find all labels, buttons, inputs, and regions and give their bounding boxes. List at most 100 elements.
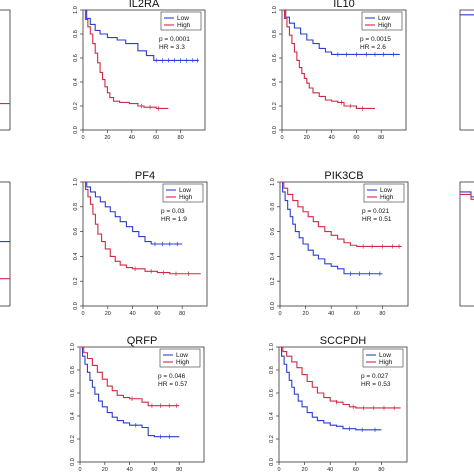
panel-title: IL10: [333, 0, 354, 10]
x-tick-label: 80: [378, 135, 384, 141]
x-tick-label: 80: [176, 467, 182, 473]
plot-frame: [279, 181, 409, 307]
y-tick-label: 0.0: [73, 302, 79, 310]
x-tick-label: 20: [302, 467, 308, 473]
plot-frame: [0, 181, 11, 307]
y-tick-label: 1.0: [73, 178, 79, 186]
km-panel: [0, 9, 11, 131]
legend-label: High: [177, 22, 191, 29]
y-tick-label: 1.0: [73, 6, 79, 14]
legend-label: Low: [177, 15, 189, 22]
x-tick-label: 80: [378, 467, 384, 473]
hazard-ratio-label: HR = 0.51: [362, 216, 392, 223]
km-panel: PIK3CB 0 20 40 60 80 0.0 0.2 0.4 0.6 0.8 1.0 LowHigh…: [270, 170, 409, 317]
legend-label: High: [378, 22, 392, 29]
y-tick-label: 0.8: [73, 30, 79, 38]
x-tick-label: 60: [353, 135, 359, 141]
x-tick-label: 0: [81, 135, 84, 141]
km-curve: [282, 9, 400, 55]
x-tick-label: 0: [81, 311, 84, 317]
y-tick-label: 1.0: [272, 6, 278, 14]
km-panel: 0: [0, 181, 11, 307]
legend-label: High: [380, 194, 394, 201]
y-tick-label: 0.2: [269, 435, 275, 443]
x-tick-label: 60: [354, 311, 360, 317]
p-value-label: p = 0.021: [362, 208, 390, 215]
x-tick-label: 0: [278, 311, 281, 317]
y-tick-label: 0.2: [70, 435, 76, 443]
y-tick-label: 0.4: [73, 78, 79, 86]
km-curve: [80, 346, 180, 438]
y-tick-label: 0.4: [270, 253, 276, 261]
panel-title: IL2RA: [129, 0, 160, 10]
panel-title: PF4: [135, 170, 155, 182]
km-curve: [282, 9, 375, 109]
y-tick-label: 0.4: [73, 253, 79, 261]
y-tick-label: 0.2: [270, 277, 276, 285]
x-tick-label: 0: [280, 135, 283, 141]
km-curve: [460, 193, 474, 200]
y-tick-label: 0.8: [272, 30, 278, 38]
plot-frame: [79, 346, 205, 463]
x-tick-label: 60: [151, 467, 157, 473]
y-tick-label: 0.0: [70, 458, 76, 466]
km-curve: [280, 181, 402, 248]
y-tick-label: 0.2: [73, 277, 79, 285]
km-curve: [83, 181, 183, 245]
x-tick-label: 40: [130, 311, 136, 317]
x-tick-label: 20: [104, 135, 110, 141]
km-panel: SCCPDH 0 20 40 60 80 0.0 0.2 0.4 0.6 0.8 1.0 LowHigh…: [269, 335, 408, 473]
p-value-label: p = 0.0001: [159, 36, 190, 43]
y-tick-label: 1.0: [270, 178, 276, 186]
plot-frame: [82, 9, 206, 131]
km-curve: [280, 181, 383, 275]
y-tick-label: 0.8: [270, 203, 276, 211]
y-tick-label: 0.4: [269, 412, 275, 420]
legend-label: Low: [380, 187, 392, 194]
y-tick-label: 0.8: [73, 203, 79, 211]
x-tick-label: 20: [304, 135, 310, 141]
plot-frame: [459, 181, 474, 307]
x-tick-label: 20: [102, 467, 108, 473]
p-value-label: p = 0.027: [361, 373, 389, 380]
panel-title: QRFP: [127, 335, 158, 347]
x-tick-label: 0: [78, 467, 81, 473]
hazard-ratio-label: HR = 0.57: [158, 381, 188, 388]
km-curve: [460, 191, 474, 198]
legend-label: Low: [176, 352, 188, 359]
y-tick-label: 0.0: [73, 126, 79, 134]
legend-label: Low: [179, 187, 191, 194]
x-tick-label: 40: [329, 135, 335, 141]
legend-label: High: [179, 194, 193, 201]
p-value-label: p = 0.03: [161, 208, 185, 215]
x-tick-label: 80: [179, 311, 185, 317]
x-tick-label: 0: [277, 467, 280, 473]
panel-title: SCCPDH: [320, 335, 367, 347]
km-curve: [83, 9, 169, 109]
y-tick-label: 0.6: [70, 389, 76, 397]
km-curve: [279, 346, 401, 409]
plot-frame: [278, 346, 408, 463]
x-tick-label: 20: [105, 311, 111, 317]
y-tick-label: 0.6: [269, 389, 275, 397]
y-tick-label: 0.0: [269, 458, 275, 466]
legend-label: High: [176, 359, 190, 366]
legend-label: Low: [379, 352, 391, 359]
x-tick-label: 60: [153, 135, 159, 141]
y-tick-label: 1.0: [269, 343, 275, 351]
hazard-ratio-label: HR = 1.9: [161, 216, 187, 223]
y-tick-label: 0.6: [272, 54, 278, 62]
y-tick-label: 1.0: [70, 343, 76, 351]
x-tick-label: 60: [353, 467, 359, 473]
km-panel: [459, 9, 474, 131]
hazard-ratio-label: HR = 2.6: [360, 44, 386, 51]
plot-frame: [0, 9, 11, 131]
x-tick-label: 80: [178, 135, 184, 141]
hazard-ratio-label: HR = 0.53: [361, 381, 391, 388]
km-curve: [83, 181, 201, 275]
x-tick-label: 40: [328, 311, 334, 317]
